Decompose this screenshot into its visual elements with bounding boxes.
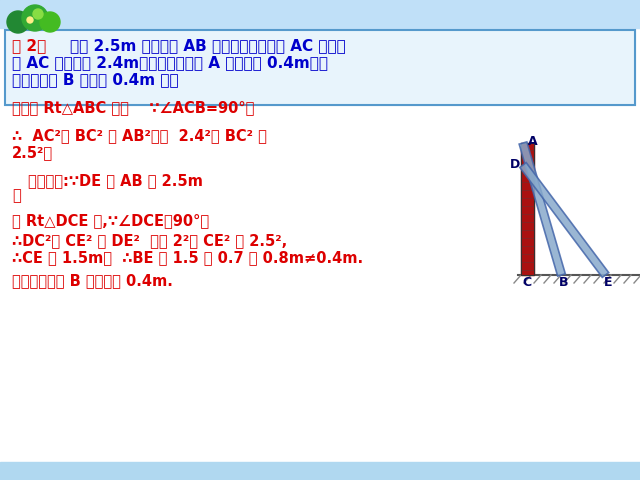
Text: 例 2：: 例 2： [12, 38, 46, 53]
Text: E: E [604, 276, 612, 289]
Text: D: D [510, 158, 520, 171]
Text: 一个 2.5m 长的梯子 AB 斜靠在一竖直的墙 AC 上，这: 一个 2.5m 长的梯子 AB 斜靠在一竖直的墙 AC 上，这 [70, 38, 346, 53]
Text: ∴DC²＋ CE² ＝ DE²  ，即 2²＋ CE² ＝ 2.5²,: ∴DC²＋ CE² ＝ DE² ，即 2²＋ CE² ＝ 2.5², [12, 233, 287, 248]
Circle shape [27, 17, 33, 23]
Text: 在 Rt△DCE 中,∵∠DCE＝90°，: 在 Rt△DCE 中,∵∠DCE＝90°， [12, 213, 209, 228]
Text: ，: ， [12, 188, 20, 203]
Text: 2.5²，: 2.5²， [12, 145, 53, 160]
Text: A: A [528, 135, 538, 148]
Polygon shape [520, 163, 609, 277]
Text: 时 AC 的距离为 2.4m．如果梯子顶端 A 沿墙下滑 0.4m，那: 时 AC 的距离为 2.4m．如果梯子顶端 A 沿墙下滑 0.4m，那 [12, 55, 328, 70]
Bar [0, 0, 640, 60]
Circle shape [22, 5, 48, 31]
Text: ∴CE ＝ 1.5m，  ∴BE ＝ 1.5 － 0.7 ＝ 0.8m≠0.4m.: ∴CE ＝ 1.5m， ∴BE ＝ 1.5 － 0.7 ＝ 0.8m≠0.4m. [12, 250, 363, 265]
Bar [0, 0, 640, 28]
Text: C: C [522, 276, 531, 289]
Text: ∴  AC²＋ BC² ＝ AB²，即  2.4²＋ BC² ＝: ∴ AC²＋ BC² ＝ AB²，即 2.4²＋ BC² ＝ [12, 128, 267, 143]
Polygon shape [519, 142, 565, 276]
Text: 由题意得:∵DE ＝ AB ＝ 2.5m: 由题意得:∵DE ＝ AB ＝ 2.5m [28, 173, 203, 188]
Bar [5, 30, 635, 105]
Text: 答：梯子底端 B 不是外移 0.4m.: 答：梯子底端 B 不是外移 0.4m. [12, 273, 173, 288]
Circle shape [7, 11, 29, 33]
Text: B: B [559, 276, 568, 289]
Bar [521, 143, 534, 275]
Circle shape [33, 9, 43, 19]
Text: 么梯子底端 B 也外移 0.4m 吗？: 么梯子底端 B 也外移 0.4m 吗？ [12, 72, 179, 87]
Bar [5, 30, 635, 105]
Circle shape [40, 12, 60, 32]
Text: 解：在 Rt△ABC 中，    ∵∠ACB=90°，: 解：在 Rt△ABC 中， ∵∠ACB=90°， [12, 100, 254, 115]
Bar [0, 462, 640, 480]
